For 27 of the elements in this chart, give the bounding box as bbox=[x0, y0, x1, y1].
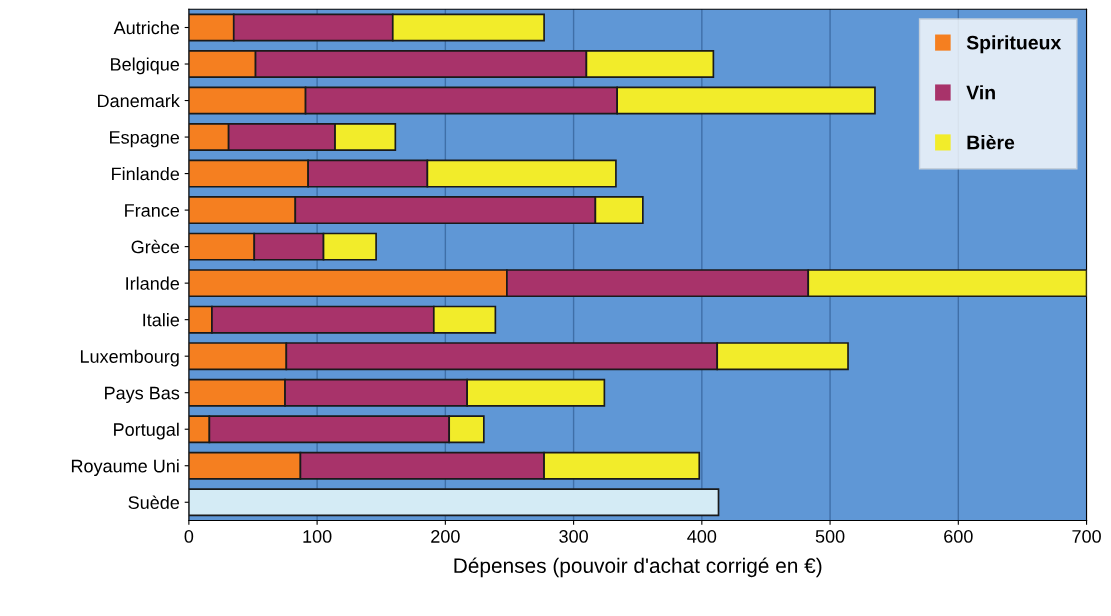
x-tick-label: 600 bbox=[944, 530, 973, 543]
y-tick-label: Danemark bbox=[98, 94, 180, 108]
y-tick-label: Suède bbox=[128, 495, 180, 509]
legend-label: Spiritueux bbox=[966, 35, 1062, 54]
y-tick-label: Grèce bbox=[131, 239, 180, 254]
bar bbox=[188, 488, 720, 517]
y-tick-label: France bbox=[125, 204, 180, 217]
y-tick-label: Italie bbox=[143, 313, 180, 327]
y-tick-label: Luxembourg bbox=[80, 349, 179, 367]
x-tick-label: 100 bbox=[303, 530, 332, 543]
y-tick-label: Portugal bbox=[114, 422, 179, 440]
y-tick-label: Finlande bbox=[112, 167, 180, 181]
y-tick-label: Espagne bbox=[110, 131, 180, 148]
x-tick-label: 400 bbox=[687, 530, 717, 543]
x-tick-label: 300 bbox=[559, 530, 588, 543]
x-tick-label: 0 bbox=[184, 530, 194, 543]
legend-label: Vin bbox=[966, 85, 995, 100]
y-tick-label: Irlande bbox=[126, 276, 180, 290]
x-tick-label: 500 bbox=[815, 530, 845, 543]
x-axis-title: Dépenses (pouvoir d'achat corrigé en €) bbox=[454, 557, 822, 578]
x-tick-label: 700 bbox=[1072, 530, 1101, 543]
y-tick-label: Autriche bbox=[113, 20, 180, 35]
x-tick-label: 200 bbox=[431, 530, 460, 543]
y-tick-label: Belgique bbox=[111, 57, 180, 75]
y-tick-label: Royaume Uni bbox=[71, 459, 179, 477]
y-tick-label: Pays Bas bbox=[105, 386, 180, 403]
legend-label: Bière bbox=[967, 134, 1015, 150]
